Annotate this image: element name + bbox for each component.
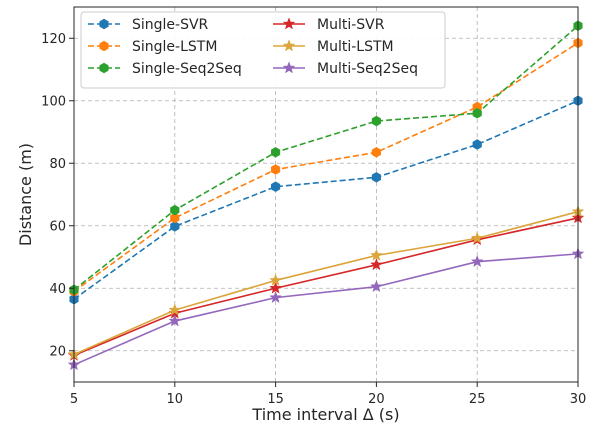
- data-point: [282, 39, 296, 52]
- data-point: [99, 62, 109, 74]
- data-point: [269, 281, 282, 294]
- legend-item: Multi-Seq2Seq: [273, 61, 418, 77]
- x-tick-label: 25: [469, 392, 486, 407]
- legend-item: Single-LSTM: [88, 39, 217, 55]
- data-point: [168, 314, 182, 327]
- data-point: [470, 254, 484, 268]
- y-tick-label: 100: [41, 94, 66, 109]
- y-tick-label: 60: [49, 219, 66, 234]
- series-lines: [67, 20, 585, 371]
- y-tick-label: 40: [49, 282, 66, 297]
- series-line: [73, 217, 579, 357]
- data-point: [170, 221, 180, 232]
- data-point: [371, 147, 381, 158]
- y-tick-label: 120: [41, 32, 66, 47]
- legend-box: [80, 11, 446, 89]
- legend-label: Multi-SVR: [317, 17, 385, 33]
- data-point: [282, 17, 296, 30]
- series-line: [73, 210, 579, 356]
- data-point: [168, 303, 182, 316]
- plot-frame: [73, 6, 579, 383]
- legend: Single-SVR Single-LSTM Single-Seq2Seq Multi…: [80, 11, 446, 89]
- data-point: [472, 139, 482, 150]
- legend-item: Multi-LSTM: [273, 39, 394, 55]
- data-point: [271, 164, 281, 175]
- series-multi-lstm: [67, 204, 585, 360]
- x-axis-label: Time interval Δ (s): [251, 405, 399, 424]
- series-single-seq2seq: [69, 20, 583, 296]
- data-point: [470, 231, 484, 244]
- series-single-svr: [69, 95, 583, 305]
- legend-item: Multi-SVR: [273, 17, 385, 33]
- data-point: [370, 248, 383, 261]
- legend-item: Single-Seq2Seq: [88, 61, 242, 77]
- series-line: [73, 100, 579, 300]
- x-tick-label: 10: [167, 392, 184, 407]
- data-point: [370, 279, 383, 293]
- series-line: [73, 253, 579, 366]
- data-point: [271, 147, 281, 158]
- legend-label: Multi-LSTM: [317, 39, 394, 55]
- data-point: [271, 181, 281, 192]
- legend-label: Single-Seq2Seq: [132, 61, 242, 77]
- data-point: [282, 61, 296, 74]
- data-point: [269, 290, 282, 304]
- axis-ticks: 5 10 15 20 25 30 20 40 60 80 100 120: [41, 32, 586, 407]
- data-point: [472, 107, 482, 119]
- legend-label: Single-LSTM: [132, 39, 217, 55]
- x-tick-label: 15: [267, 392, 284, 407]
- legend-label: Multi-Seq2Seq: [317, 61, 418, 77]
- series-line: [73, 25, 579, 291]
- data-point: [170, 204, 180, 216]
- data-point: [269, 273, 282, 286]
- x-tick-label: 5: [70, 392, 78, 407]
- legend-label: Single-SVR: [132, 17, 209, 33]
- data-point: [99, 40, 109, 52]
- data-point: [170, 212, 180, 224]
- legend-item: Single-SVR: [88, 17, 209, 33]
- y-axis-label: Distance (m): [16, 143, 35, 246]
- y-tick-label: 20: [49, 344, 66, 359]
- series-multi-seq2seq: [67, 247, 585, 371]
- y-tick-label: 80: [49, 157, 66, 172]
- x-tick-label: 30: [570, 392, 587, 407]
- data-point: [371, 115, 381, 127]
- series-line: [73, 42, 579, 293]
- x-tick-label: 20: [368, 392, 385, 407]
- data-point: [99, 18, 109, 30]
- data-point: [371, 172, 381, 183]
- data-point: [370, 258, 383, 271]
